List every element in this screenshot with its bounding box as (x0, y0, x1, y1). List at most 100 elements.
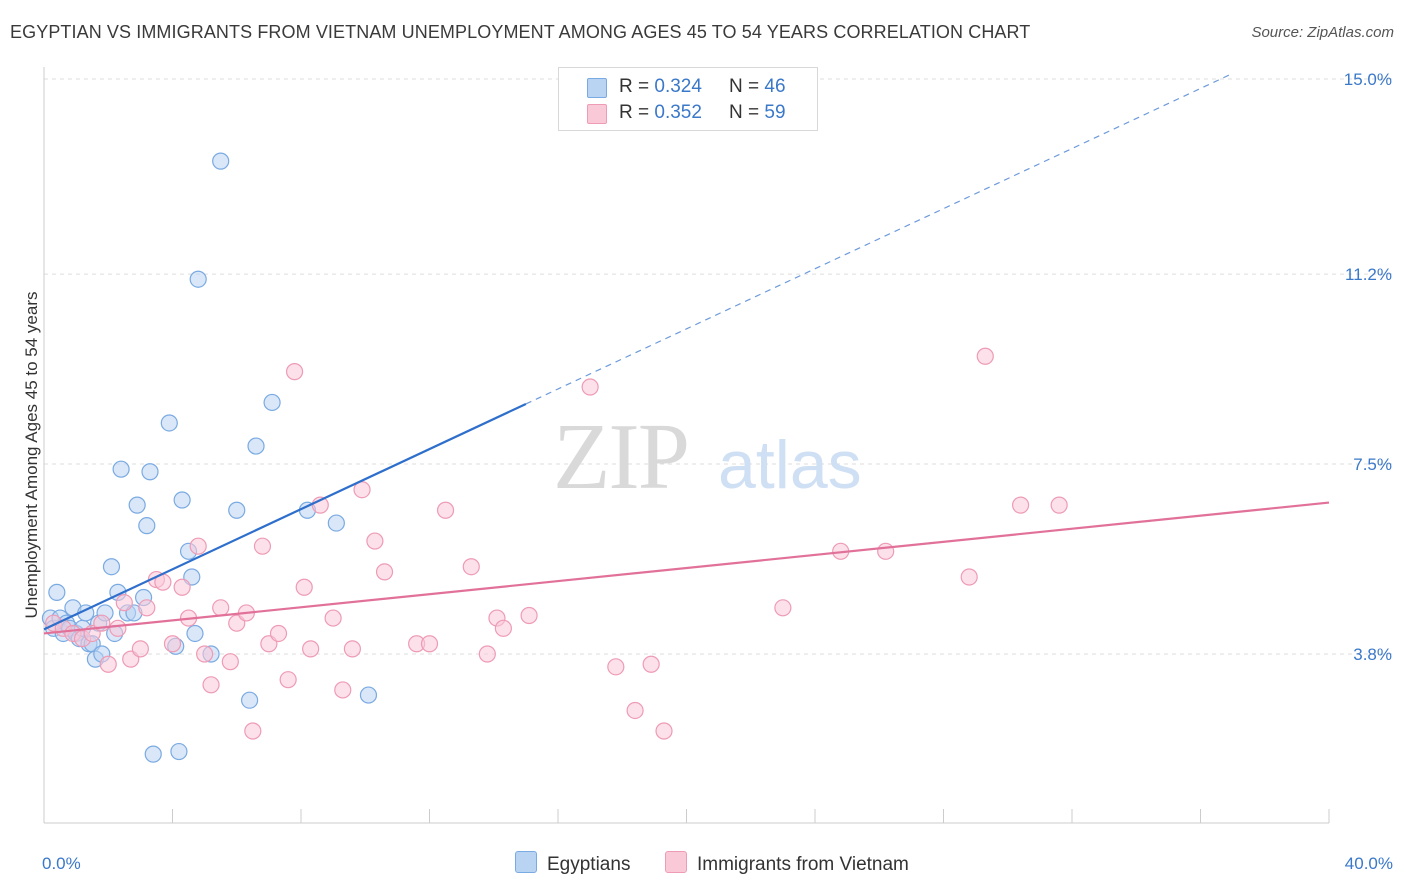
trend-lines (43, 72, 1330, 635)
point-vietnam (334, 681, 352, 699)
point-vietnam (302, 640, 320, 658)
point-vietnam (581, 378, 599, 396)
point-vietnam (131, 640, 149, 658)
watermark-zip: ZIP (553, 405, 688, 509)
y-axis-label: Unemployment Among Ages 45 to 54 years (22, 292, 41, 619)
point-vietnam (366, 532, 384, 550)
legend-swatch-vietnam (665, 851, 687, 873)
r-label: R = (619, 76, 650, 97)
data-points (41, 152, 1068, 763)
y-tick-label: 7.5% (1353, 455, 1392, 474)
x-tick-label: 40.0% (1345, 854, 1393, 873)
point-vietnam (976, 347, 994, 365)
point-vietnam (420, 635, 439, 653)
point-vietnam (324, 609, 342, 627)
point-vietnam (196, 645, 214, 663)
point-egyptians (160, 414, 178, 432)
grid (44, 78, 1392, 655)
point-vietnam (138, 599, 156, 617)
r-value-vietnam: 0.352 (654, 102, 702, 123)
axes (43, 67, 1330, 824)
point-vietnam (626, 701, 644, 720)
chart-title: EGYPTIAN VS IMMIGRANTS FROM VIETNAM UNEM… (10, 22, 1031, 42)
legend-r-egyptians: R = 0.324 (619, 76, 702, 98)
point-egyptians (138, 517, 156, 535)
point-egyptians (247, 437, 265, 455)
point-vietnam (1011, 496, 1030, 514)
r-label: R = (619, 102, 650, 123)
legend-swatch-blue (587, 78, 607, 98)
point-vietnam (109, 619, 127, 637)
point-vietnam (163, 635, 182, 653)
point-vietnam (212, 599, 230, 617)
n-label: N = (729, 76, 760, 97)
n-value-vietnam: 59 (764, 102, 786, 123)
r-value-egyptians: 0.324 (654, 76, 702, 97)
n-value-egyptians: 46 (764, 76, 786, 97)
point-egyptians (327, 514, 345, 532)
point-vietnam (221, 653, 239, 671)
point-egyptians (112, 460, 130, 478)
y-tick-label: 3.8% (1353, 645, 1392, 664)
point-vietnam (655, 722, 673, 740)
point-vietnam (343, 640, 361, 658)
point-vietnam (960, 568, 978, 586)
point-vietnam (462, 558, 480, 576)
legend-swatch-pink (587, 104, 607, 124)
point-egyptians (212, 152, 230, 170)
point-egyptians (102, 558, 121, 576)
point-egyptians (170, 742, 188, 761)
trend-line-egyptians (43, 402, 527, 631)
point-egyptians (173, 491, 191, 509)
point-vietnam (642, 655, 660, 673)
n-label: N = (729, 102, 760, 123)
point-egyptians (189, 270, 207, 288)
point-vietnam (173, 578, 191, 596)
point-vietnam (774, 599, 792, 617)
point-egyptians (359, 686, 378, 704)
legend-n-vietnam: N = 59 (729, 102, 786, 124)
point-vietnam (244, 722, 262, 740)
point-vietnam (269, 624, 288, 643)
point-egyptians (263, 393, 281, 412)
y-tick-label: 11.2% (1345, 265, 1392, 284)
point-vietnam (607, 658, 625, 676)
legend-label-vietnam: Immigrants from Vietnam (697, 854, 909, 875)
watermark: ZIP atlas (553, 405, 862, 509)
point-vietnam (99, 655, 117, 673)
watermark-atlas: atlas (718, 427, 862, 503)
point-vietnam (520, 606, 538, 625)
x-tick-label: 0.0% (42, 854, 81, 873)
point-egyptians (186, 624, 204, 643)
point-vietnam (295, 578, 313, 596)
trend-line-vietnam (43, 501, 1330, 635)
point-egyptians (48, 583, 66, 601)
point-egyptians (228, 501, 246, 519)
point-vietnam (877, 542, 895, 560)
correlation-legend: R = 0.324 N = 46 R = 0.352 N = 59 (558, 67, 818, 131)
point-egyptians (241, 691, 259, 709)
legend-swatch-egyptians (515, 851, 537, 873)
legend-label-egyptians: Egyptians (547, 854, 631, 875)
point-vietnam (494, 619, 512, 637)
point-vietnam (436, 501, 455, 519)
point-vietnam (279, 671, 297, 689)
legend-r-vietnam: R = 0.352 (619, 102, 702, 124)
point-vietnam (1050, 496, 1068, 514)
point-vietnam (115, 594, 133, 612)
tick-labels: 3.8% 7.5% 11.2% 15.0% 0.0% 40.0% (42, 70, 1393, 873)
y-tick-label: 15.0% (1344, 70, 1392, 89)
trend-line-egyptians-extension (525, 72, 1233, 405)
point-vietnam (478, 645, 496, 663)
point-egyptians (141, 463, 159, 481)
point-vietnam (202, 676, 220, 694)
point-egyptians (128, 496, 146, 514)
point-vietnam (253, 537, 272, 555)
point-vietnam (189, 537, 207, 555)
source-credit: Source: ZipAtlas.com (1251, 24, 1394, 41)
legend-item-egyptians: Egyptians (515, 851, 630, 876)
legend-item-vietnam: Immigrants from Vietnam (665, 851, 909, 876)
point-vietnam (375, 563, 394, 581)
point-vietnam (285, 363, 304, 381)
